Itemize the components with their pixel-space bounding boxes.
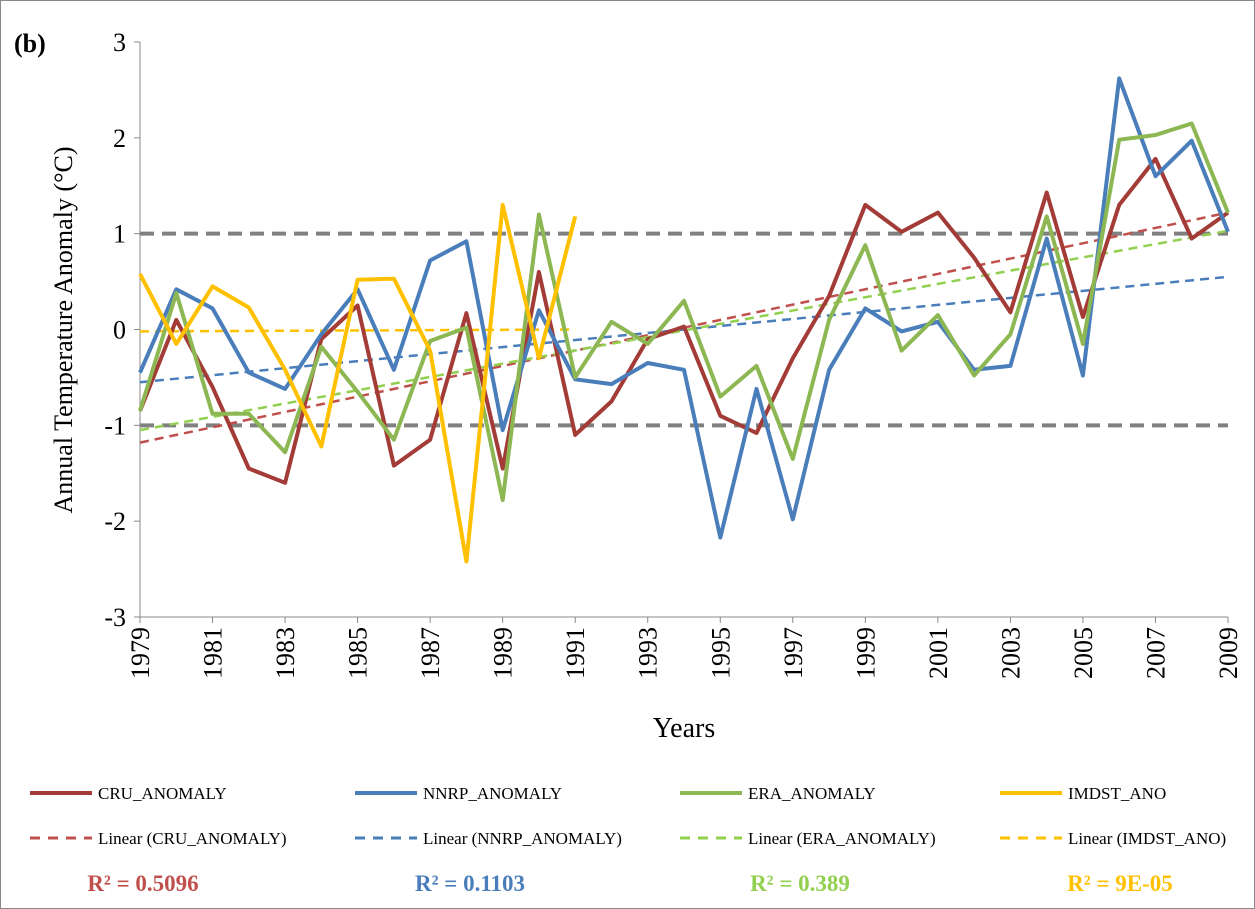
x-tick-label: 1985 — [344, 627, 373, 679]
legend-label: Linear (IMDST_ANO) — [1068, 829, 1226, 848]
legend-label: NNRP_ANOMALY — [423, 784, 562, 803]
y-tick-label: 3 — [113, 28, 126, 57]
x-tick-label: 1999 — [851, 627, 880, 679]
trend-line — [139, 328, 576, 333]
x-tick-label: 2001 — [924, 627, 953, 679]
legend-label: IMDST_ANO — [1068, 784, 1166, 803]
x-tick-label: 1993 — [634, 627, 663, 679]
r-squared: R² = 9E-05 — [1067, 871, 1173, 896]
y-tick-label: -3 — [104, 603, 126, 632]
panel-label: (b) — [14, 29, 46, 58]
y-tick-label: 2 — [113, 124, 126, 153]
y-tick-label: -2 — [104, 507, 126, 536]
y-tick-label: 0 — [113, 316, 126, 345]
x-tick-label: 1983 — [271, 627, 300, 679]
series-line — [138, 76, 1230, 540]
y-axis-label: Annual Temperature Anomaly (°C) — [49, 147, 78, 514]
series-line — [138, 156, 1230, 485]
y-tick-label: -1 — [104, 411, 126, 440]
legend-label: Linear (CRU_ANOMALY) — [98, 829, 287, 848]
x-tick-label: 2003 — [996, 627, 1025, 679]
x-tick-label: 2007 — [1141, 627, 1170, 679]
r-squared: R² = 0.5096 — [87, 871, 198, 896]
x-tick-label: 1989 — [489, 627, 518, 679]
r-squared: R² = 0.1103 — [415, 871, 525, 896]
r-squared: R² = 0.389 — [750, 871, 850, 896]
x-tick-label: 1987 — [416, 627, 445, 679]
series-line — [138, 202, 578, 564]
x-tick-label: 2009 — [1214, 627, 1243, 679]
legend-label: Linear (ERA_ANOMALY) — [748, 829, 936, 848]
legend-label: Linear (NNRP_ANOMALY) — [423, 829, 622, 848]
legend-label: ERA_ANOMALY — [748, 784, 876, 803]
x-tick-label: 1981 — [199, 627, 228, 679]
x-tick-label: 1997 — [779, 627, 808, 679]
x-tick-label: 1979 — [126, 627, 155, 679]
x-tick-label: 1991 — [561, 627, 590, 679]
x-tick-label: 1995 — [706, 627, 735, 679]
legend-label: CRU_ANOMALY — [98, 784, 227, 803]
series-line — [138, 121, 1230, 503]
trend-line — [139, 229, 1229, 432]
y-tick-label: 1 — [113, 220, 126, 249]
x-axis-label: Years — [653, 713, 716, 744]
x-tick-label: 2005 — [1069, 627, 1098, 679]
